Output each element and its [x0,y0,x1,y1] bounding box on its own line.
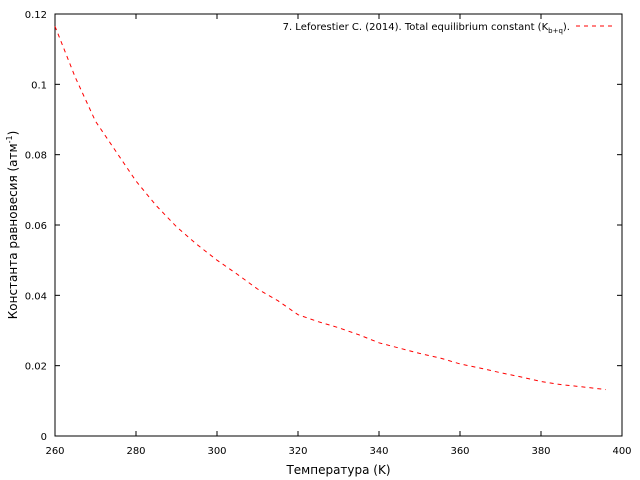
x-tick-labels: 260 280 300 320 340 360 380 400 [45,446,631,457]
x-tick-label: 340 [369,446,388,457]
x-tick-label: 380 [531,446,550,457]
x-tick-label: 260 [45,446,64,457]
y-tick-labels: 0 0.02 0.04 0.06 0.08 0.1 0.12 [25,10,47,443]
y-tick-label: 0.1 [31,80,47,91]
x-tick-label: 360 [450,446,469,457]
y-tick-label: 0.12 [25,10,47,21]
y-tick-label: 0.02 [25,362,47,373]
plot-frame [54,13,623,437]
x-tick-label: 400 [612,446,631,457]
y-axis-label: Константа равновесия (атм-1) [5,131,20,320]
x-tick-label: 320 [288,446,307,457]
x-tick-label: 280 [126,446,145,457]
y-tick-label: 0.04 [25,291,47,302]
y-tick-label: 0.08 [25,151,47,162]
y-tick-label: 0 [41,432,47,443]
series-line [54,26,606,391]
x-axis-label: Температура (K) [285,463,390,477]
y-tick-label: 0.06 [25,221,47,232]
legend: 7. Leforestier C. (2014). Total equilibr… [283,22,612,35]
x-tick-label: 300 [207,446,226,457]
tick-marks [54,13,623,437]
legend-entry-label: 7. Leforestier C. (2014). Total equilibr… [283,22,570,35]
